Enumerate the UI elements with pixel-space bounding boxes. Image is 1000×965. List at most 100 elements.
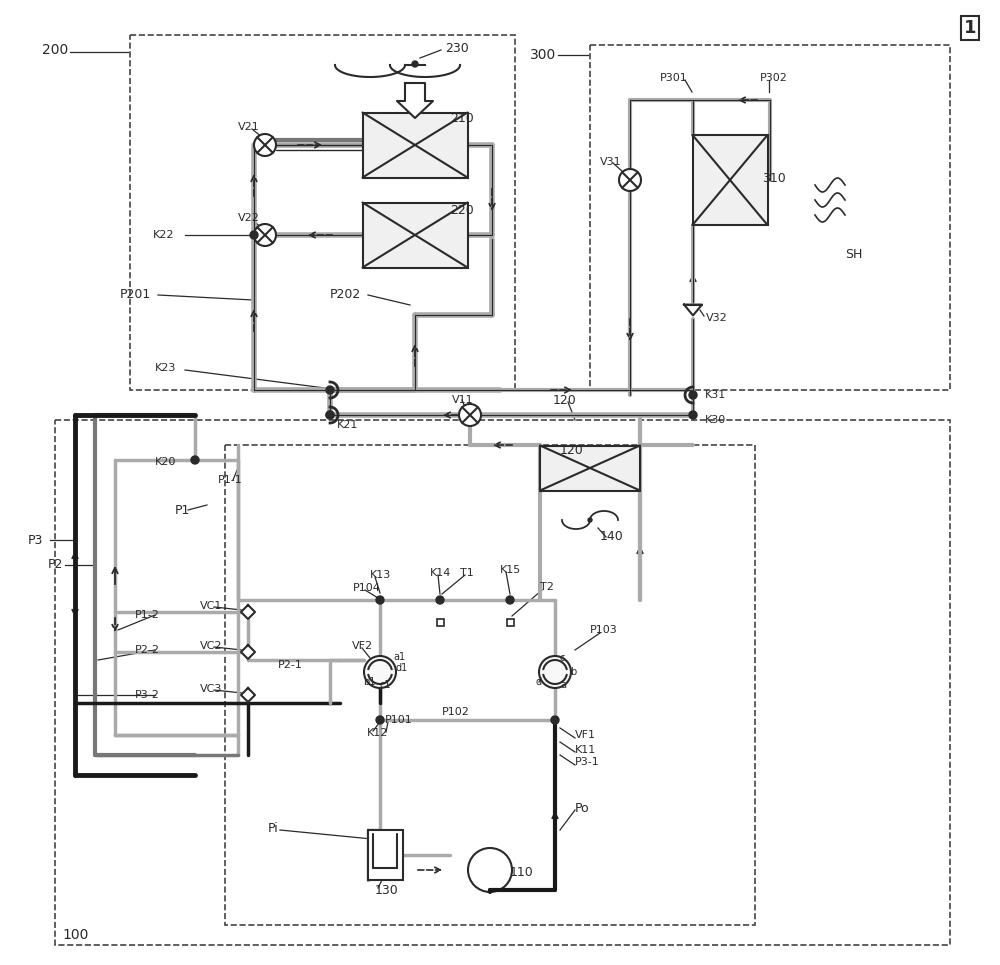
Text: 120: 120 (560, 444, 584, 456)
Text: a: a (560, 680, 566, 690)
Bar (540, 446, 640, 490)
Text: V11: V11 (452, 395, 474, 405)
Text: P102: P102 (442, 707, 470, 717)
Circle shape (326, 411, 334, 419)
Circle shape (412, 61, 418, 67)
Text: K22: K22 (153, 230, 175, 240)
Text: d1: d1 (395, 663, 407, 673)
Text: K13: K13 (370, 570, 391, 580)
Text: V31: V31 (600, 157, 622, 167)
Circle shape (506, 596, 514, 604)
Text: SH: SH (845, 249, 862, 262)
Bar (692, 135, 768, 225)
Bar (130, 35, 515, 390)
Text: 130: 130 (375, 884, 399, 896)
Text: c: c (560, 653, 565, 663)
Text: 300: 300 (530, 48, 556, 62)
Text: VC2: VC2 (200, 641, 222, 651)
Text: b1: b1 (363, 677, 375, 687)
Text: P2: P2 (48, 559, 63, 571)
Text: 220: 220 (450, 204, 474, 216)
Text: d: d (536, 677, 542, 687)
Text: 210: 210 (450, 112, 474, 124)
Polygon shape (241, 605, 255, 619)
Circle shape (551, 716, 559, 724)
Polygon shape (241, 688, 255, 702)
Text: V21: V21 (238, 122, 260, 132)
Text: T1: T1 (460, 568, 474, 578)
Bar (362, 113, 468, 178)
Circle shape (588, 518, 592, 522)
Text: P1-2: P1-2 (135, 610, 160, 620)
Text: V32: V32 (706, 313, 728, 323)
Circle shape (326, 411, 334, 419)
Text: 110: 110 (510, 866, 534, 878)
Text: T2: T2 (540, 582, 554, 592)
Text: P1: P1 (175, 504, 190, 516)
Bar (368, 830, 402, 880)
Text: VF1: VF1 (575, 730, 596, 740)
Text: K20: K20 (155, 457, 176, 467)
Text: P301: P301 (660, 73, 688, 83)
Text: P2-2: P2-2 (135, 645, 160, 655)
Text: P3-1: P3-1 (575, 757, 600, 767)
Bar (436, 619, 444, 625)
Text: P104: P104 (353, 583, 381, 593)
Text: 230: 230 (445, 41, 469, 54)
Bar (507, 619, 514, 625)
Text: c1: c1 (380, 680, 392, 690)
Text: Pi: Pi (268, 821, 279, 835)
Polygon shape (241, 645, 255, 659)
Text: P3: P3 (28, 534, 43, 546)
Text: K23: K23 (155, 363, 176, 373)
Circle shape (459, 404, 481, 426)
Text: K12: K12 (367, 728, 388, 738)
Text: V22: V22 (238, 213, 260, 223)
Circle shape (436, 596, 444, 604)
Text: K30: K30 (705, 415, 726, 425)
Circle shape (376, 596, 384, 604)
Text: P3-2: P3-2 (135, 690, 160, 700)
Circle shape (326, 386, 334, 394)
Text: b: b (570, 667, 576, 677)
Circle shape (468, 848, 512, 892)
Text: P2-1: P2-1 (278, 660, 303, 670)
Text: VC1: VC1 (200, 601, 222, 611)
Circle shape (254, 134, 276, 156)
Text: P201: P201 (120, 289, 151, 301)
Circle shape (191, 456, 199, 464)
Circle shape (619, 169, 641, 191)
Polygon shape (684, 305, 702, 316)
Text: P103: P103 (590, 625, 618, 635)
Text: K14: K14 (430, 568, 451, 578)
Circle shape (689, 411, 697, 419)
Text: 200: 200 (42, 43, 68, 57)
Bar (590, 45, 950, 390)
Circle shape (539, 656, 571, 688)
Circle shape (250, 231, 258, 239)
Text: K11: K11 (575, 745, 596, 755)
Text: a1: a1 (393, 652, 405, 662)
Bar (225, 445, 755, 925)
Text: P1-1: P1-1 (218, 475, 243, 485)
Circle shape (254, 224, 276, 246)
Text: 140: 140 (600, 531, 624, 543)
Text: 100: 100 (62, 928, 88, 942)
Text: 1: 1 (964, 19, 976, 37)
Text: P302: P302 (760, 73, 788, 83)
Text: P101: P101 (385, 715, 413, 725)
Circle shape (689, 391, 697, 399)
Circle shape (376, 716, 384, 724)
Text: 310: 310 (762, 172, 786, 184)
Text: 120: 120 (553, 394, 577, 406)
Text: K31: K31 (705, 390, 726, 400)
Text: VF2: VF2 (352, 641, 373, 651)
Circle shape (364, 656, 396, 688)
Polygon shape (397, 83, 433, 118)
Bar (362, 203, 468, 267)
Text: K21: K21 (337, 420, 358, 430)
Text: K15: K15 (500, 565, 521, 575)
Text: P202: P202 (330, 289, 361, 301)
Text: VC3: VC3 (200, 684, 222, 694)
Bar (55, 420, 950, 945)
